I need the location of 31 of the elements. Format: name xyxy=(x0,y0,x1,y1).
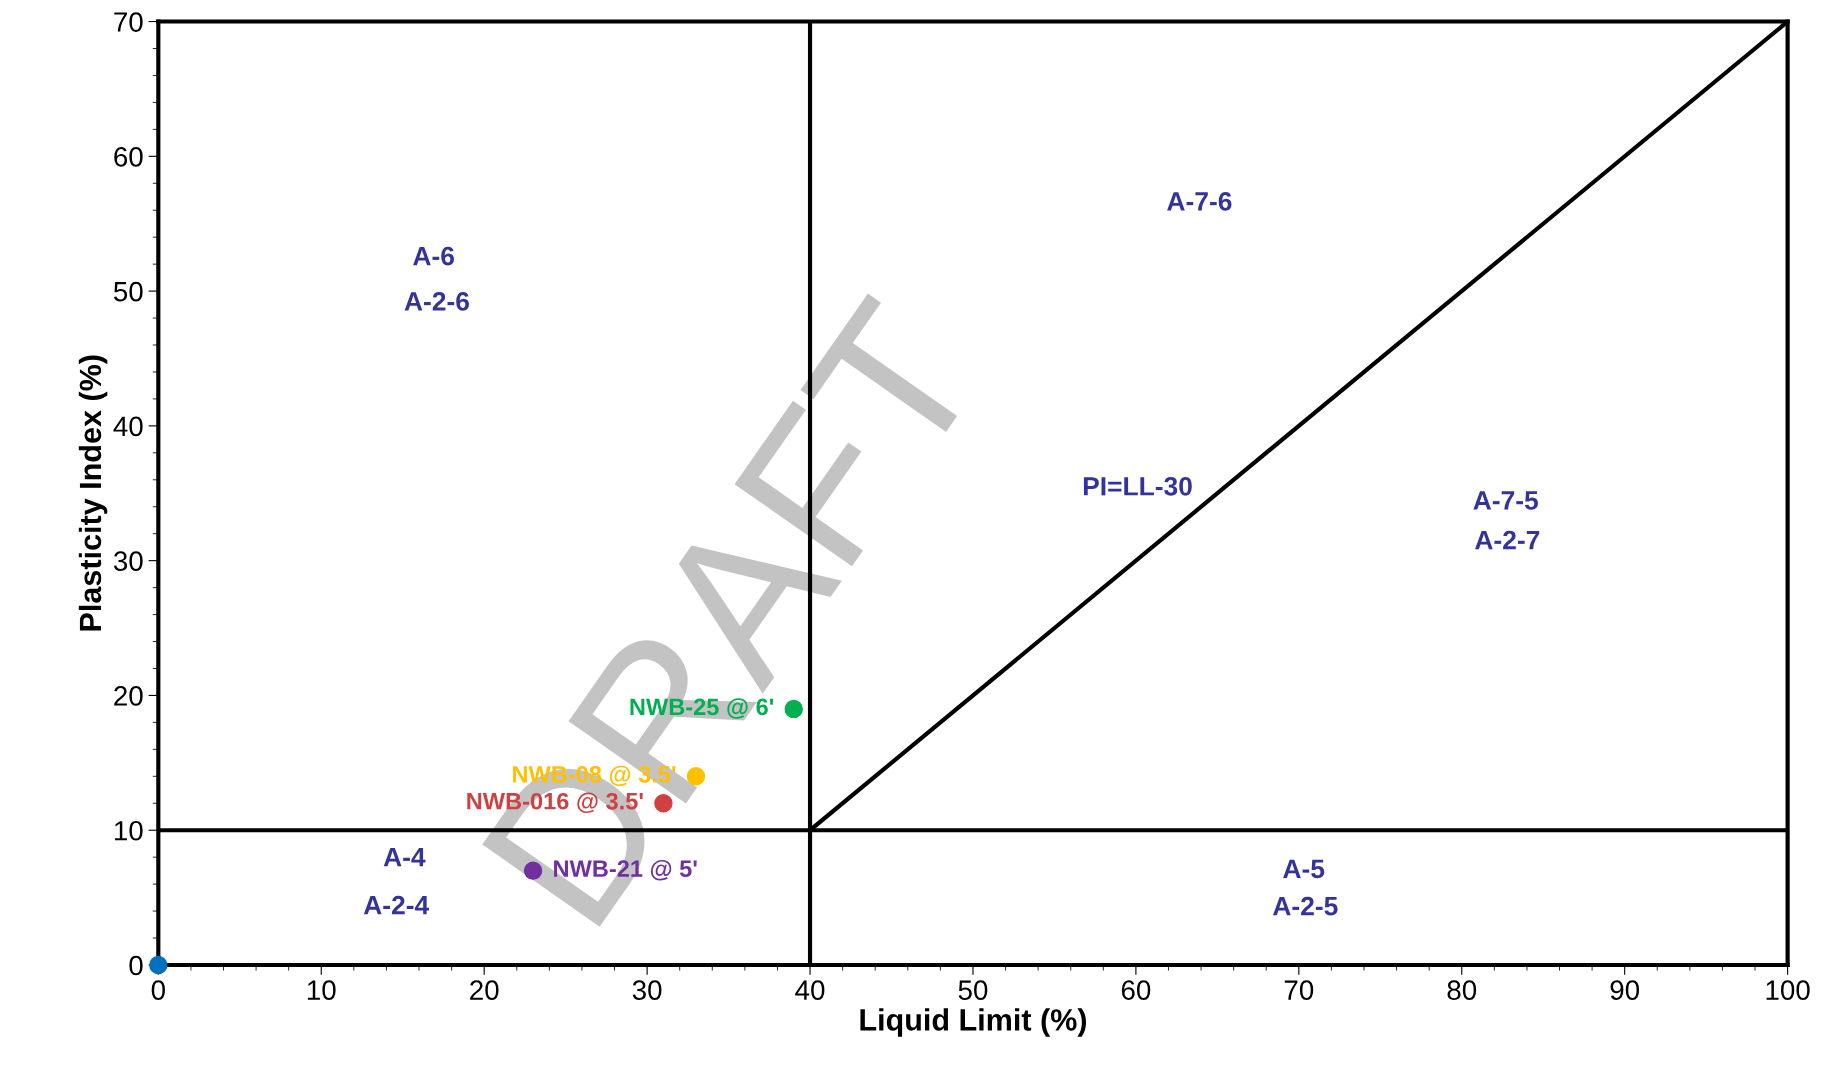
x-tick-label: 60 xyxy=(1121,980,1151,1000)
annotation: A-7-5 xyxy=(1473,491,1538,510)
x-tick-label: 50 xyxy=(958,980,988,1000)
y-tick-label: 70 xyxy=(114,12,143,32)
y-axis-title: Plasticity Index (%) xyxy=(78,355,108,631)
x-tick-label: 20 xyxy=(470,980,499,1000)
y-tick-label: 40 xyxy=(113,416,143,437)
y-tick-label: 30 xyxy=(113,551,143,571)
annotation: A-4 xyxy=(383,847,426,867)
annotation: A-2-7 xyxy=(1475,530,1540,550)
x-tick-label: 80 xyxy=(1447,980,1477,1000)
x-tick-label: 100 xyxy=(1766,980,1810,1000)
x-tick-label: 90 xyxy=(1610,980,1640,1000)
x-tick-label: 10 xyxy=(307,980,336,1000)
y-tick-label: 10 xyxy=(114,820,143,841)
annotation: PI=LL-30 xyxy=(1083,476,1192,496)
annotation: A-2-6 xyxy=(404,292,469,311)
annotation: A-2-5 xyxy=(1273,896,1338,916)
x-tick-label: 40 xyxy=(795,980,825,1000)
annotation: A-5 xyxy=(1283,859,1325,879)
x-tick-label: 0 xyxy=(151,980,165,1000)
y-tick-label: 0 xyxy=(129,955,143,976)
y-tick-label: 50 xyxy=(113,281,143,302)
y-tick-label: 20 xyxy=(114,686,143,706)
annotation: A-6 xyxy=(413,246,454,266)
x-axis-title: Liquid Limit (%) xyxy=(860,1008,1087,1037)
x-tick-label: 70 xyxy=(1284,980,1314,1000)
annotation: A-7-6 xyxy=(1167,192,1232,211)
annotation: A-2-4 xyxy=(363,895,430,915)
y-tick-label: 60 xyxy=(114,146,143,167)
x-tick-label: 30 xyxy=(632,980,662,1000)
